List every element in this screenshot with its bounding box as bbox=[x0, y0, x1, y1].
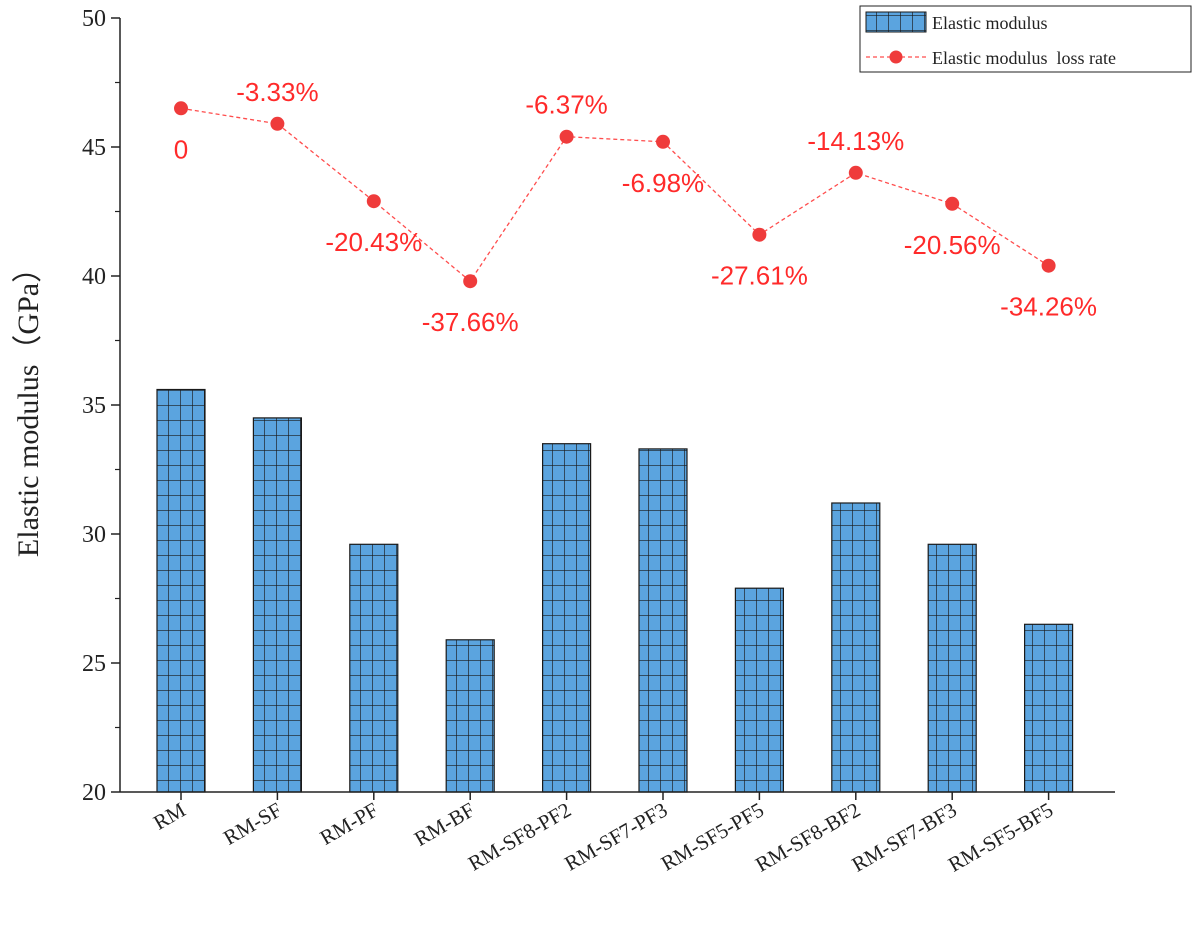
x-tick-label-rm-sf7-bf3: RM-SF7-BF3 bbox=[848, 798, 961, 877]
bar-rm-sf7-bf3 bbox=[927, 543, 977, 793]
loss-rate-line bbox=[180, 107, 1049, 283]
y-tick-label: 35 bbox=[82, 393, 106, 419]
loss-rate-point bbox=[656, 134, 670, 149]
x-tick-label-rm-pf: RM-PF bbox=[316, 798, 383, 850]
loss-rate-label: -20.56% bbox=[904, 230, 1001, 260]
bar-rm-bf bbox=[445, 639, 495, 793]
loss-rate-point bbox=[463, 274, 478, 289]
loss-rate-label: -6.37% bbox=[525, 90, 607, 120]
bar-rm-sf5-bf5 bbox=[1023, 623, 1074, 793]
y-tick-label: 20 bbox=[82, 780, 106, 806]
x-tick-label-rm-sf: RM-SF bbox=[219, 798, 286, 850]
y-tick-label: 30 bbox=[82, 522, 106, 548]
bar-rm-sf5-pf5 bbox=[734, 587, 785, 793]
loss-rate-line-layer: 0 -3.33% -20.43% -37.66% -6.37% -6.98% -27.61%… bbox=[174, 77, 1097, 337]
y-axis-title: Elastic modulus（GPa） bbox=[12, 253, 45, 557]
loss-rate-point bbox=[174, 101, 188, 116]
loss-rate-label: -20.43% bbox=[325, 227, 422, 257]
loss-rate-label: -3.33% bbox=[236, 77, 318, 107]
x-tick-label-rm-sf5-pf5: RM-SF5-PF5 bbox=[657, 798, 768, 876]
bar-rm-sf bbox=[252, 417, 302, 793]
loss-rate-point bbox=[366, 194, 381, 209]
loss-rate-label: -27.61% bbox=[711, 261, 808, 291]
bar-rm-sf8-bf2 bbox=[831, 502, 881, 793]
y-tick-label: 25 bbox=[82, 651, 106, 677]
y-tick-label: 50 bbox=[82, 6, 106, 32]
loss-rate-point bbox=[270, 116, 285, 131]
x-tick-label-rm-bf: RM-BF bbox=[410, 798, 479, 851]
y-tick-label: 40 bbox=[82, 264, 106, 290]
x-tick-label-rm-sf7-pf3: RM-SF7-PF3 bbox=[560, 798, 671, 876]
x-tick-label-rm-sf5-bf5: RM-SF5-BF5 bbox=[944, 798, 1057, 877]
loss-rate-point bbox=[752, 227, 767, 242]
legend-label-loss-rate: Elastic modulus loss rate bbox=[932, 48, 1116, 68]
loss-rate-point bbox=[1041, 258, 1056, 273]
bars-layer bbox=[156, 388, 1074, 793]
x-tick-label-rm: RM bbox=[149, 797, 190, 834]
x-tick-label-rm-sf8-pf2: RM-SF8-PF2 bbox=[464, 798, 575, 876]
legend: Elastic modulus Elastic modulus loss rat… bbox=[859, 5, 1192, 73]
x-tick-label-rm-sf8-bf2: RM-SF8-BF2 bbox=[751, 798, 864, 877]
bar-rm bbox=[156, 388, 206, 793]
loss-rate-label: -34.26% bbox=[1000, 292, 1097, 322]
bar-rm-sf7-pf3 bbox=[638, 448, 688, 793]
loss-rate-label: -14.13% bbox=[807, 126, 904, 156]
legend-label-elastic-modulus: Elastic modulus bbox=[932, 13, 1048, 33]
loss-rate-label: 0 bbox=[174, 134, 188, 164]
bar-rm-sf8-pf2 bbox=[541, 443, 592, 793]
bar-rm-pf bbox=[349, 543, 399, 793]
legend-bar-swatch bbox=[865, 11, 927, 33]
legend-point-swatch bbox=[889, 50, 903, 64]
loss-rate-label: -6.98% bbox=[622, 168, 704, 198]
loss-rate-point bbox=[559, 129, 574, 144]
loss-rate-point bbox=[945, 196, 960, 211]
y-tick-label: 45 bbox=[82, 135, 106, 161]
loss-rate-label: -37.66% bbox=[422, 307, 519, 337]
loss-rate-point bbox=[848, 165, 863, 180]
